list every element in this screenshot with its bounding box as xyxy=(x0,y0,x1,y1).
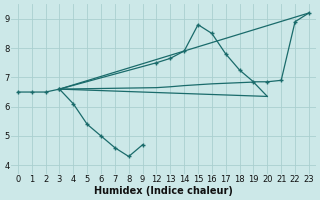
X-axis label: Humidex (Indice chaleur): Humidex (Indice chaleur) xyxy=(94,186,233,196)
